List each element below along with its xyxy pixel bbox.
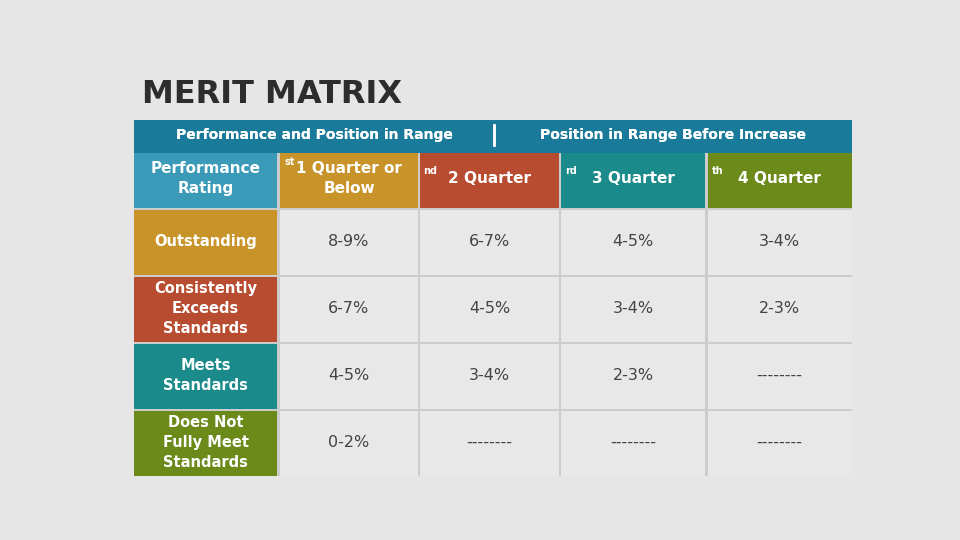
Bar <box>134 120 852 153</box>
Text: Performance
Rating: Performance Rating <box>151 161 261 196</box>
Text: 1 Quarter or
Below: 1 Quarter or Below <box>296 161 402 196</box>
Bar <box>279 150 419 208</box>
Text: Consistently
Exceeds
Standards: Consistently Exceeds Standards <box>155 281 257 336</box>
Bar <box>708 278 852 342</box>
Bar <box>708 411 852 476</box>
Bar <box>420 345 559 409</box>
Text: 4-5%: 4-5% <box>328 368 370 383</box>
Text: 2-3%: 2-3% <box>759 301 800 316</box>
Text: Position in Range Before Increase: Position in Range Before Increase <box>540 128 805 142</box>
Bar <box>134 150 277 208</box>
Bar <box>279 411 419 476</box>
Text: Position in Range Before Increase: Position in Range Before Increase <box>540 128 805 142</box>
Bar <box>562 278 706 342</box>
Text: 3-4%: 3-4% <box>759 234 800 249</box>
Bar <box>134 411 277 476</box>
Text: st: st <box>284 157 295 167</box>
Bar <box>279 211 419 275</box>
Text: 3-4%: 3-4% <box>469 368 510 383</box>
Text: MERIT MATRIX: MERIT MATRIX <box>142 78 401 110</box>
Bar <box>420 411 559 476</box>
Text: 4-5%: 4-5% <box>612 234 654 249</box>
Text: 3-4%: 3-4% <box>612 301 654 316</box>
Text: 6-7%: 6-7% <box>328 301 370 316</box>
Text: Outstanding: Outstanding <box>155 234 257 249</box>
Bar <box>134 345 277 409</box>
Text: Does Not
Fully Meet
Standards: Does Not Fully Meet Standards <box>162 415 249 470</box>
Text: nd: nd <box>423 166 437 176</box>
Text: 6-7%: 6-7% <box>469 234 511 249</box>
Text: --------: -------- <box>756 368 803 383</box>
Bar <box>420 150 559 208</box>
Text: Performance and Position in Range: Performance and Position in Range <box>176 128 452 142</box>
Text: 8-9%: 8-9% <box>328 234 370 249</box>
FancyBboxPatch shape <box>134 120 852 476</box>
Bar <box>562 211 706 275</box>
Text: Meets
Standards: Meets Standards <box>163 358 248 393</box>
Text: 3 Quarter: 3 Quarter <box>591 171 675 186</box>
Bar <box>708 211 852 275</box>
Text: --------: -------- <box>756 435 803 450</box>
Bar <box>562 345 706 409</box>
Bar <box>708 150 852 208</box>
Text: th: th <box>711 166 723 176</box>
Bar <box>420 211 559 275</box>
Text: Performance and Position in Range: Performance and Position in Range <box>176 128 452 142</box>
Bar <box>279 345 419 409</box>
Text: --------: -------- <box>611 435 657 450</box>
Text: 4-5%: 4-5% <box>469 301 511 316</box>
Bar <box>562 411 706 476</box>
Bar <box>279 278 419 342</box>
Bar <box>562 150 706 208</box>
Text: --------: -------- <box>467 435 513 450</box>
Text: 2 Quarter: 2 Quarter <box>448 171 531 186</box>
Bar <box>134 211 277 275</box>
Text: 0-2%: 0-2% <box>328 435 370 450</box>
Bar <box>134 120 852 150</box>
Text: 4 Quarter: 4 Quarter <box>738 171 821 186</box>
Text: 2-3%: 2-3% <box>612 368 654 383</box>
Text: rd: rd <box>564 166 577 176</box>
Bar <box>134 278 277 342</box>
Bar <box>420 278 559 342</box>
Bar <box>708 345 852 409</box>
Bar <box>134 120 852 150</box>
